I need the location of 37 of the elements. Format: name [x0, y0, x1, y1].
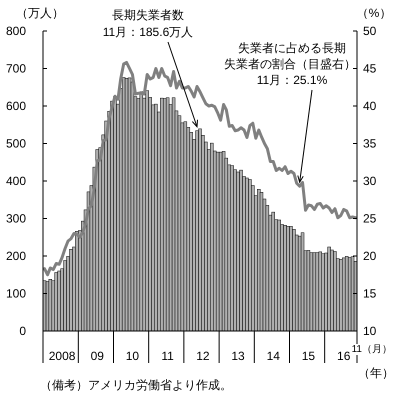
- text: 長期失業者数: [112, 8, 184, 22]
- y-tick-label: 400: [6, 174, 26, 188]
- annotation: 11月：185.6万人: [102, 25, 194, 39]
- y2-tick-label: 50: [363, 24, 377, 38]
- x-axis-title: （年）: [358, 366, 393, 380]
- y2-tick-label: 30: [363, 174, 377, 188]
- x-tick-label: 16: [337, 349, 351, 363]
- x-tick-label: 14: [266, 349, 280, 363]
- x-tick-label: 09: [90, 349, 104, 363]
- y-tick-label: 500: [6, 136, 26, 150]
- annotation: 失業者に占める長期: [238, 41, 346, 55]
- x-tick-label: 15: [302, 349, 316, 363]
- y-tick-label: 800: [6, 24, 26, 38]
- y-tick-label: 600: [6, 99, 26, 113]
- x-tick-label: 11: [161, 349, 174, 363]
- y2-tick-label: 25: [363, 212, 377, 226]
- y2-tick-label: 10: [363, 324, 377, 338]
- y2-tick-label: 45: [363, 62, 377, 76]
- y-tick-label: 700: [6, 62, 26, 76]
- y2-tick-label: 35: [363, 136, 377, 150]
- y2-tick-label: 40: [363, 99, 377, 113]
- y2-tick-label: 20: [363, 249, 377, 263]
- y-tick-label: 100: [6, 286, 26, 300]
- x-tick-label: 12: [196, 349, 210, 363]
- text: 11（月）: [352, 344, 392, 355]
- y-tick-label: 200: [6, 249, 26, 263]
- y2-axis-title: （%）: [356, 6, 392, 20]
- text: （備考）アメリカ労働省より作成。: [40, 378, 232, 392]
- annotation: 失業者の割合（目盛右）: [224, 57, 356, 71]
- y-tick-label: 0: [19, 324, 26, 338]
- y-tick-label: 300: [6, 212, 26, 226]
- annotation: 11月：25.1%: [256, 73, 328, 87]
- x-tick-label: 2008: [48, 349, 76, 363]
- y2-tick-label: 15: [363, 286, 377, 300]
- x-tick-label: 10: [126, 349, 140, 363]
- x-tick-label: 13: [231, 349, 246, 363]
- y-axis-title: （万人）: [16, 6, 64, 20]
